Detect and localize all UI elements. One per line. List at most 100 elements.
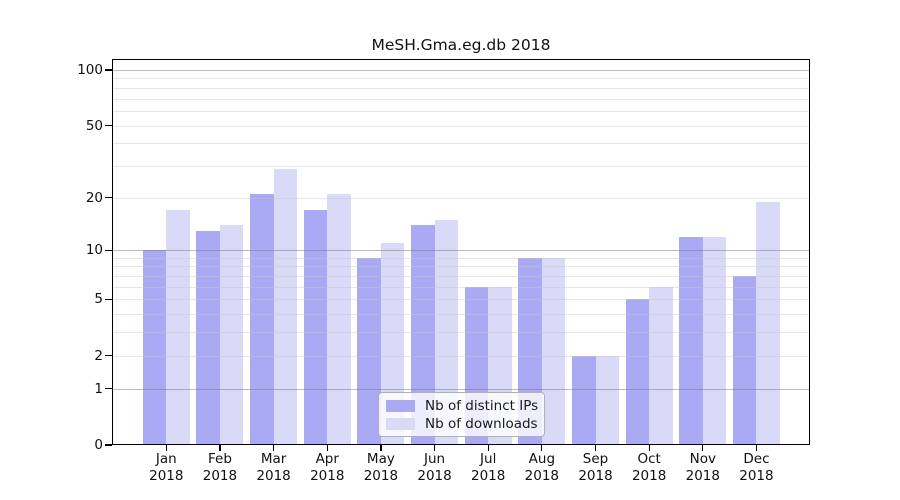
gridline-y-80 [112,87,810,89]
y-tick-2 [105,355,112,357]
bar-downloads-jun [434,219,459,445]
x-tick-jan [165,445,167,451]
year-label: 2018 [256,468,291,484]
bar-ips-sep [572,355,596,445]
y-tick-0 [105,444,112,446]
legend-swatch-distinct-ips [386,400,415,412]
month-label: Apr [315,451,339,467]
y-tick-1 [105,388,112,390]
y-tick-10 [105,249,112,251]
bar-downloads-mar [273,168,298,445]
bar-ips-oct [625,299,650,445]
chart-title: MeSH.Gma.eg.db 2018 [371,36,551,54]
x-tick-label-nov: Nov 2018 [671,451,735,485]
legend: Nb of distinct IPs Nb of downloads [378,392,545,437]
gridline-y-3 [112,332,810,334]
year-label: 2018 [149,468,184,484]
x-tick-label-sep: Sep 2018 [564,451,628,485]
bar-downloads-jan [166,210,190,445]
x-tick-jul [487,445,489,451]
y-tick-50 [105,124,112,127]
x-tick-jun [433,445,436,451]
gridline-y-30 [112,165,810,167]
x-tick-nov [702,445,704,451]
year-label: 2018 [631,468,667,484]
x-tick-label-mar: Mar 2018 [242,451,306,485]
legend-label-downloads: Nb of downloads [425,416,538,432]
x-tick-label-aug: Aug 2018 [510,451,574,485]
bar-downloads-apr [327,193,351,445]
year-label: 2018 [310,468,345,484]
legend-item-downloads: Nb of downloads [386,415,538,433]
y-tick-label-2: 2 [94,347,103,364]
bar-ips-jan [142,250,167,445]
month-label: May [366,451,395,467]
x-tick-label-oct: Oct 2018 [617,451,681,485]
gridline-major-y-100 [112,70,810,71]
gridline-y-6 [112,286,810,288]
y-tick-label-20: 20 [85,189,103,206]
x-tick-apr [326,445,328,451]
gridline-y-70 [112,98,810,100]
x-tick-label-apr: Apr 2018 [295,451,359,485]
legend-label-distinct-ips: Nb of distinct IPs [425,398,539,414]
month-label: Jun [424,451,446,467]
legend-swatch-downloads [386,418,415,430]
gridline-y-4 [112,314,810,316]
year-label: 2018 [417,468,452,484]
gridline-y-9 [112,257,810,259]
bar-ips-dec [732,276,757,445]
bar-ips-feb [196,230,220,445]
y-tick-label-50: 50 [85,117,103,134]
year-label: 2018 [202,468,238,484]
x-tick-aug [541,445,543,451]
gridline-y-8 [112,266,810,268]
bar-downloads-aug [541,257,566,445]
bar-downloads-oct [649,286,673,445]
y-tick-label-10: 10 [85,242,103,259]
gridline-y-20 [112,197,810,199]
x-tick-dec [755,445,758,451]
month-label: Dec [743,451,770,467]
year-label: 2018 [471,468,506,484]
year-label: 2018 [524,468,560,484]
month-label: Nov [689,451,716,467]
bar-downloads-sep [595,355,619,445]
gridline-y-90 [112,78,810,80]
x-tick-oct [648,445,650,451]
y-tick-label-100: 100 [77,62,103,78]
y-tick-label-5: 5 [94,291,103,308]
y-tick-label-1: 1 [94,380,103,397]
gridline-major-y-1 [112,388,810,390]
bar-ips-apr [303,210,328,445]
gridline-y-7 [112,276,810,278]
month-label: Jul [480,451,497,467]
y-tick-20 [105,196,112,199]
x-tick-label-may: May 2018 [349,451,413,485]
bar-ips-may [357,257,381,445]
x-tick-label-jun: Jun 2018 [403,451,467,485]
y-tick-label-0: 0 [94,437,103,453]
year-label: 2018 [363,468,399,484]
year-label: 2018 [685,468,720,484]
x-tick-feb [219,445,221,451]
bar-downloads-feb [219,224,244,445]
legend-item-distinct-ips: Nb of distinct IPs [386,397,539,415]
x-tick-label-dec: Dec 2018 [724,451,788,485]
x-tick-label-feb: Feb 2018 [188,451,252,485]
month-label: Oct [637,451,661,467]
x-tick-may [380,445,382,451]
month-label: Sep [582,451,609,467]
year-label: 2018 [739,468,774,484]
bar-downloads-dec [756,201,780,445]
month-label: Feb [207,451,232,467]
y-tick-5 [105,298,112,301]
month-label: Jan [155,451,177,467]
bar-downloads-nov [702,236,727,445]
x-tick-mar [272,445,275,451]
gridline-y-2 [112,355,810,357]
month-label: Aug [528,451,556,467]
y-tick-100 [105,69,112,71]
x-tick-label-jan: Jan 2018 [134,451,198,485]
